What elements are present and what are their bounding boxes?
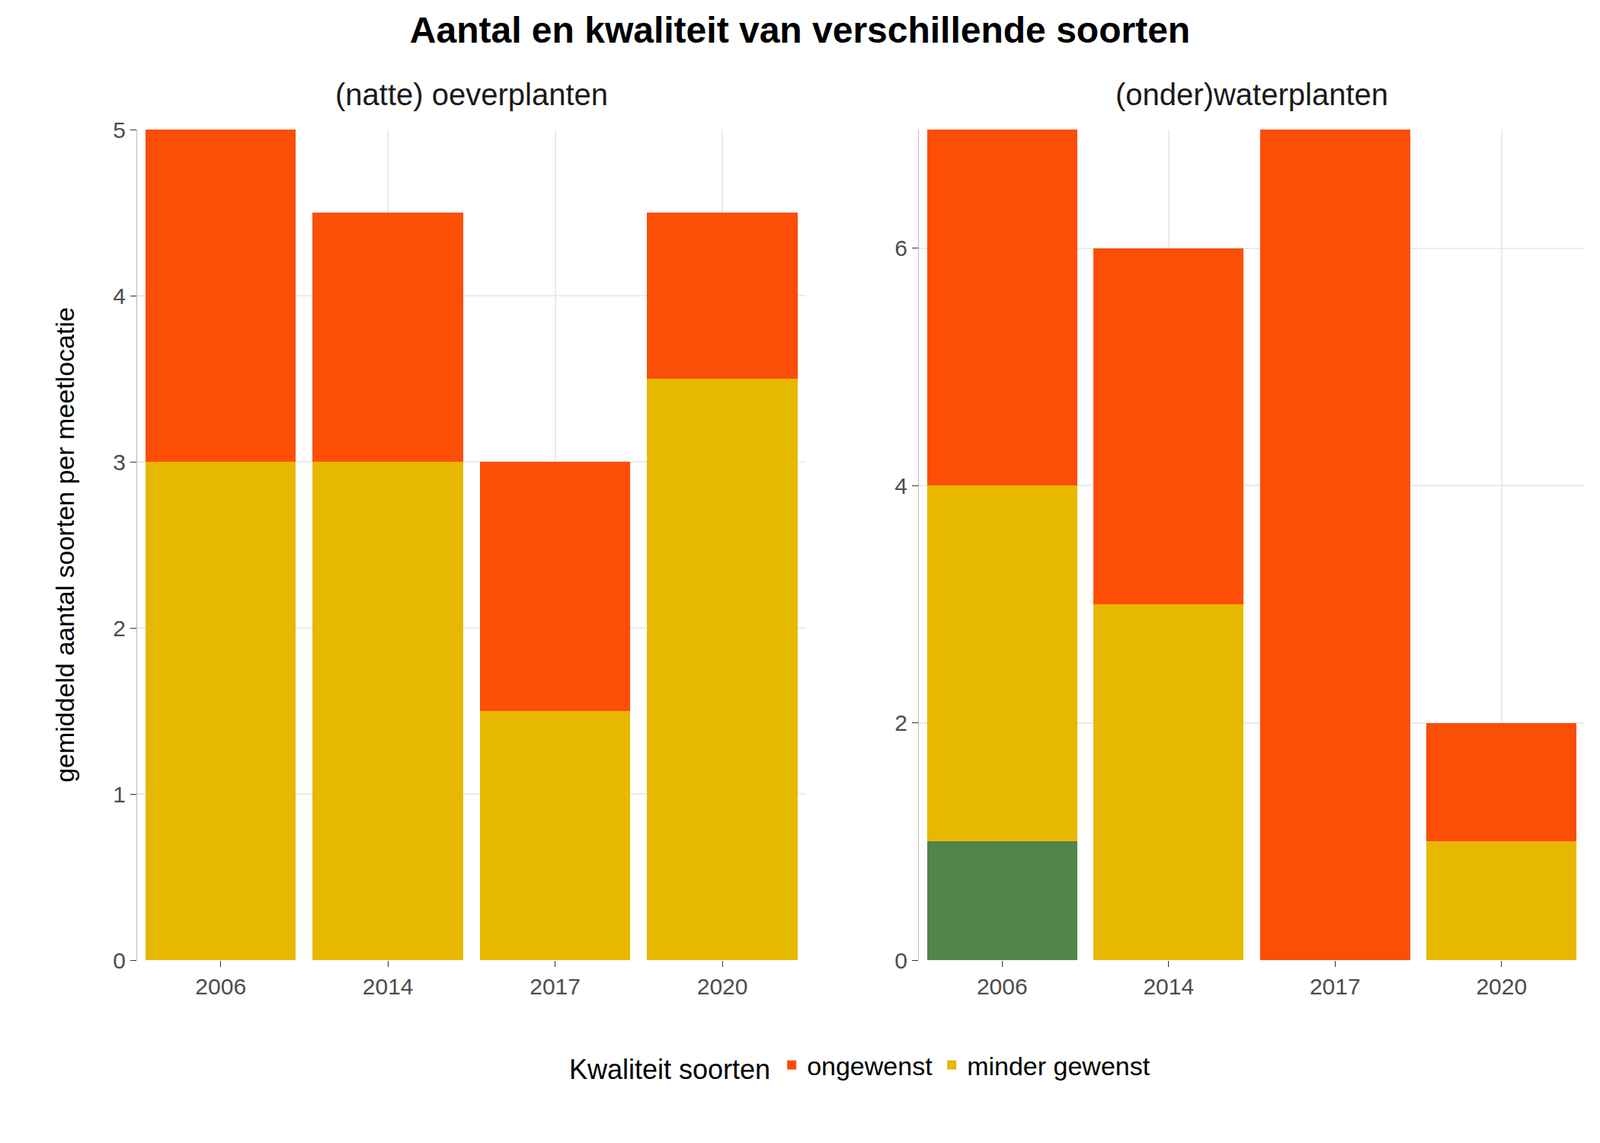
svg-text:2: 2 <box>894 710 908 736</box>
svg-text:4: 4 <box>894 473 908 499</box>
svg-text:2020: 2020 <box>697 973 749 999</box>
svg-text:2014: 2014 <box>362 973 414 999</box>
svg-text:ongewenst: ongewenst <box>806 1051 933 1081</box>
svg-text:2006: 2006 <box>195 973 247 999</box>
svg-text:2017: 2017 <box>1309 973 1361 999</box>
svg-text:2017: 2017 <box>529 973 581 999</box>
svg-text:gemiddeld aantal soorten per m: gemiddeld aantal soorten per meetlocatie <box>50 307 80 783</box>
svg-text:Aantal en kwaliteit van versch: Aantal en kwaliteit van verschillende so… <box>409 9 1191 51</box>
svg-text:0: 0 <box>112 947 126 973</box>
svg-text:Kwaliteit soorten: Kwaliteit soorten <box>569 1053 771 1085</box>
svg-text:4: 4 <box>112 283 126 309</box>
svg-text:minder gewenst: minder gewenst <box>966 1051 1151 1081</box>
svg-text:6: 6 <box>894 235 908 261</box>
svg-text:3: 3 <box>112 449 126 475</box>
svg-text:2020: 2020 <box>1475 973 1527 999</box>
svg-text:2006: 2006 <box>976 973 1028 999</box>
svg-text:(natte) oeverplanten: (natte) oeverplanten <box>335 77 608 112</box>
svg-text:(onder)waterplanten: (onder)waterplanten <box>1115 77 1389 112</box>
svg-text:5: 5 <box>112 117 126 143</box>
svg-text:2014: 2014 <box>1142 973 1194 999</box>
svg-text:0: 0 <box>894 947 908 973</box>
svg-text:2: 2 <box>112 615 126 641</box>
svg-text:1: 1 <box>112 781 126 807</box>
